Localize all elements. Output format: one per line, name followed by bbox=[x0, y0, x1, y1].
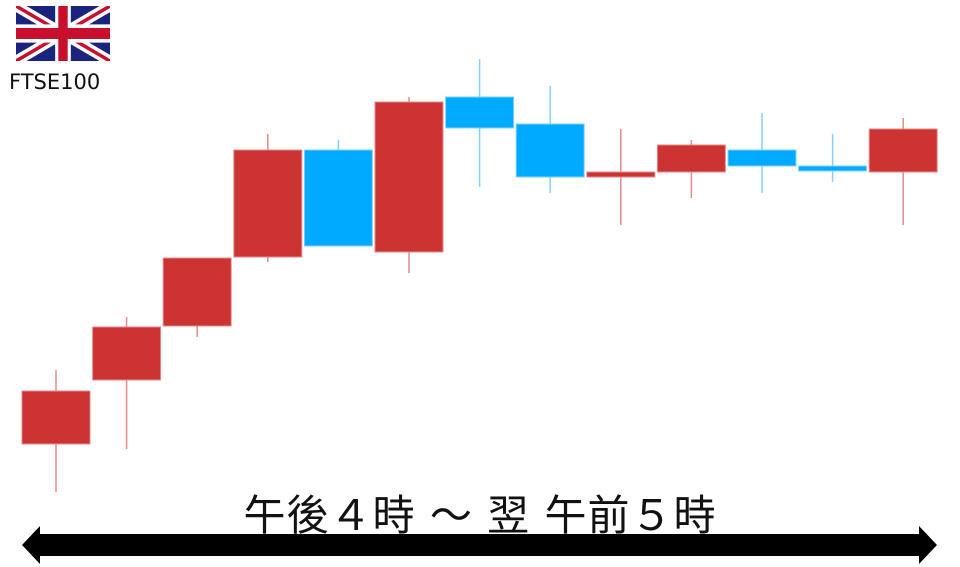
candle-3 bbox=[162, 257, 232, 337]
index-name: FTSE100 bbox=[9, 70, 101, 94]
candle-body-down bbox=[727, 149, 797, 167]
candle-8 bbox=[515, 86, 585, 193]
candle-5 bbox=[303, 140, 373, 247]
time-range-label: 午後４時 ～ 翌 午前５時 bbox=[243, 491, 717, 540]
candle-body-up bbox=[92, 326, 162, 381]
candle-body-up bbox=[374, 101, 444, 253]
candle-9 bbox=[586, 129, 656, 225]
candle-body-down bbox=[798, 165, 868, 172]
candle-body-up bbox=[656, 144, 726, 173]
candle-1 bbox=[21, 370, 91, 492]
candle-12 bbox=[798, 134, 868, 182]
candle-body-up bbox=[868, 128, 938, 173]
candle-body-down bbox=[303, 149, 373, 247]
uk-flag-icon bbox=[16, 6, 110, 61]
candle-body-up bbox=[233, 149, 303, 258]
candle-2 bbox=[92, 317, 162, 449]
candle-10 bbox=[656, 140, 726, 198]
candle-6 bbox=[374, 97, 444, 273]
candle-7 bbox=[445, 59, 515, 187]
candle-body-up bbox=[162, 257, 232, 327]
candle-body-down bbox=[515, 123, 585, 178]
candle-body-down bbox=[445, 96, 515, 129]
candle-4 bbox=[233, 134, 303, 262]
candle-13 bbox=[868, 118, 938, 225]
candle-body-up bbox=[21, 390, 91, 445]
candle-11 bbox=[727, 113, 797, 193]
candle-body-up bbox=[586, 171, 656, 178]
double-arrow-icon bbox=[22, 526, 937, 564]
